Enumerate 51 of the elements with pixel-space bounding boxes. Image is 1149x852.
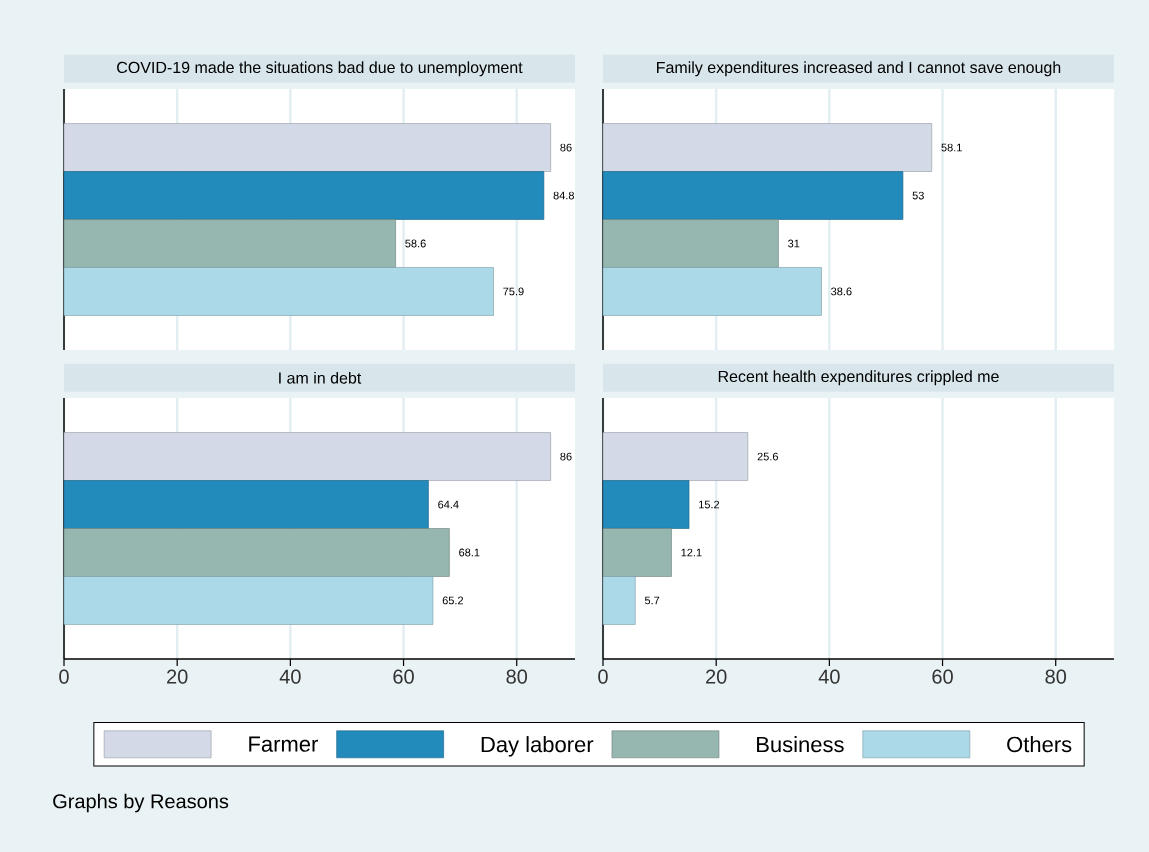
bar [63,432,551,481]
bar [602,576,636,625]
bar [63,123,551,172]
legend-label: Farmer [249,736,318,752]
text: Graphs by Reasons [53,793,229,813]
bar [602,528,672,577]
bar [63,528,450,577]
bar [602,219,779,268]
data-label: 25.6 [757,452,778,461]
x-tick-label: 80 [506,669,528,684]
bar [602,171,904,220]
bar [602,432,749,481]
bar [602,480,690,529]
data-label: 31 [788,239,800,248]
data-label: 64.4 [438,500,459,509]
x-tick-label: 0 [598,669,608,684]
bar [602,267,822,316]
x-tick-label: 40 [279,669,301,684]
data-label: 58.1 [941,143,962,152]
data-label: 68.1 [459,548,480,557]
x-tick-label: 60 [393,669,414,684]
data-label: 38.6 [831,287,852,296]
bar [602,123,933,172]
x-tick-label: 60 [932,669,953,684]
x-tick-label: 20 [167,669,188,684]
chart-title: I am in debt [279,371,362,384]
data-label: 5.7 [644,596,660,605]
data-label: 12.1 [681,548,702,557]
data-label: 65.2 [442,596,464,605]
data-label: 15.2 [699,500,720,509]
chart-title: COVID-19 made the situations bad due to unemployment [117,61,523,77]
chart-title: Recent health expenditures crippled me [718,370,999,386]
data-label: 84.8 [553,191,574,200]
x-tick-label: 0 [59,669,69,684]
legend-label: Others [1007,736,1072,753]
bar [63,171,545,220]
bar [63,480,429,529]
legend-label: Day laborer [481,736,594,757]
chart-title: Family expenditures increased and I cannot save enough [657,61,1061,77]
bar [63,576,434,625]
x-tick-label: 80 [1045,669,1067,684]
bar [63,267,494,316]
data-label: 53 [912,191,924,200]
bar [63,219,396,268]
data-label: 75.9 [503,287,524,296]
x-tick-label: 40 [818,669,840,684]
x-tick-label: 20 [706,669,727,684]
data-label: 58.6 [405,239,426,248]
data-label: 86 [560,452,572,461]
legend-label: Business [757,736,844,753]
data-label: 86 [560,143,572,152]
